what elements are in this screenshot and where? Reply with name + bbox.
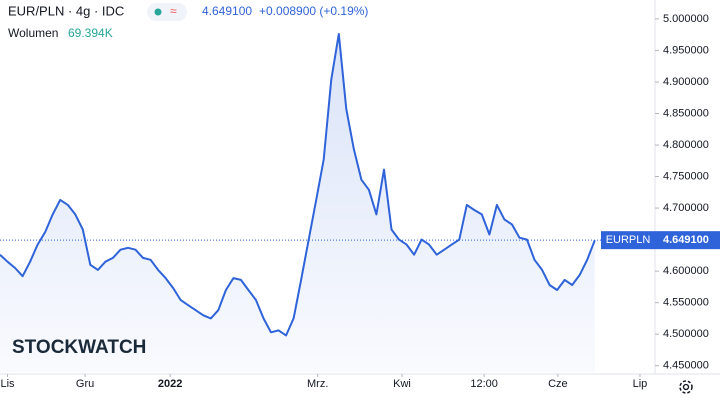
watermark: STOCKWATCH (12, 337, 146, 358)
y-tick-label: 4.600000 (663, 265, 709, 277)
status-icon: ≈ (170, 4, 177, 18)
x-tick-label: 12:00 (470, 378, 498, 390)
x-tick-label: Mrz. (307, 378, 328, 390)
x-tick-label: Lis (0, 378, 15, 390)
volume-value: 69.394K (68, 26, 113, 40)
y-tick-label: 4.800000 (663, 139, 709, 151)
y-tick-label: 4.500000 (663, 328, 709, 340)
price-label: 4.649100 (663, 234, 709, 246)
status-dot (154, 8, 162, 16)
plot-area (0, 33, 655, 372)
x-tick-label: Kwi (393, 378, 411, 390)
settings-icon[interactable] (679, 380, 693, 394)
x-tick-label: Gru (76, 378, 94, 390)
x-tick-label: 2022 (158, 378, 182, 390)
area (0, 34, 595, 372)
y-tick-label: 5.000000 (663, 13, 709, 25)
y-tick-label: 4.900000 (663, 76, 709, 88)
symbol: EUR/PLN · 4g · IDC (8, 3, 124, 18)
y-tick-label: 4.450000 (663, 360, 709, 372)
ticker-label: EURPLN (606, 234, 651, 246)
x-tick-label: Cze (548, 378, 568, 390)
y-tick-label: 4.850000 (663, 107, 709, 119)
y-tick-label: 4.550000 (663, 297, 709, 309)
volume-label: Wolumen (8, 26, 58, 40)
y-tick-label: 4.750000 (663, 170, 709, 182)
y-tick-label: 4.700000 (663, 202, 709, 214)
y-tick-label: 4.950000 (663, 44, 709, 56)
price-box (655, 231, 720, 250)
ticker-box (601, 231, 655, 250)
price: 4.649100 (202, 4, 252, 18)
status-badge (147, 3, 187, 21)
x-tick-label: Lip (633, 378, 648, 390)
line (0, 33, 596, 337)
change: +0.008900 (+0.19%) (259, 4, 368, 18)
